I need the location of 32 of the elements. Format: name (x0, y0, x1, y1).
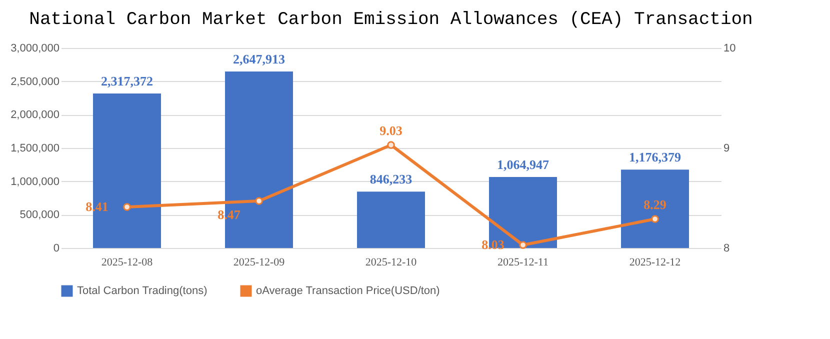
point (387, 141, 395, 149)
legend-label: Total Carbon Trading(tons) (77, 285, 208, 297)
y2-tick-label: 10 (724, 42, 736, 54)
y-tick-label: 2,500,000 (10, 76, 60, 88)
y-tick-label: 1,000,000 (10, 176, 60, 188)
y2-tick-label: 9 (724, 142, 730, 154)
y-tick-label: 1,500,000 (10, 142, 60, 154)
y-tick-label: 0 (53, 242, 60, 254)
x-tick-label: 2025-12-11 (498, 256, 548, 268)
data-label: 1,064,947 (497, 157, 550, 172)
point (519, 241, 527, 249)
x-tick-label: 2025-12-08 (101, 256, 154, 268)
x-tick-label: 2025-12-12 (629, 256, 681, 268)
data-label: 9.03 (380, 123, 403, 138)
y2-tick-label: 8 (724, 242, 730, 254)
point (123, 203, 131, 211)
x-tick-label: 2025-12-10 (365, 256, 418, 268)
bar (621, 170, 689, 248)
data-label: 2,647,913 (233, 51, 286, 66)
point (651, 215, 659, 223)
x-tick-label: 2025-12-09 (233, 256, 286, 268)
bar (357, 192, 425, 248)
y-tick-label: 3,000,000 (10, 42, 60, 54)
y-tick-label: 500,000 (20, 209, 60, 222)
data-label: 846,233 (370, 172, 413, 187)
point (255, 197, 263, 205)
chart-title: National Carbon Market Carbon Emission Allowances (CEA) Transaction (29, 10, 753, 30)
data-label: 1,176,379 (629, 150, 682, 165)
legend-label: oAverage Transaction Price(USD/ton) (256, 285, 440, 297)
data-label: 2,317,372 (101, 74, 153, 89)
y-tick-label: 2,000,000 (10, 109, 60, 122)
data-label: 8.29 (644, 197, 667, 212)
